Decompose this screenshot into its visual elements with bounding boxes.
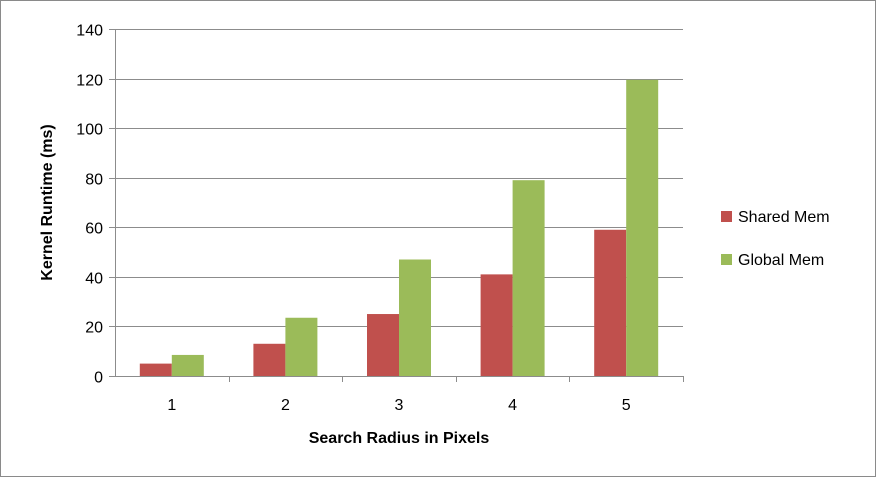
axes <box>109 29 684 382</box>
x-axis-title: Search Radius in Pixels <box>309 430 490 447</box>
x-tick-label: 3 <box>395 397 404 414</box>
bars <box>139 79 659 376</box>
y-tick-label: 60 <box>85 221 103 238</box>
bar-global-mem-5 <box>626 79 659 376</box>
y-axis-title: Kernel Runtime (ms) <box>39 124 56 280</box>
gridlines <box>115 29 683 327</box>
x-tick-label: 2 <box>281 397 290 414</box>
bar-global-mem-4 <box>512 180 545 376</box>
bar-global-mem-1 <box>171 354 204 376</box>
y-tick-label: 140 <box>76 23 103 40</box>
y-tick-label: 40 <box>85 271 103 288</box>
bar-global-mem-3 <box>399 259 431 376</box>
legend-label-shared-mem: Shared Mem <box>738 209 830 226</box>
y-tick-label: 120 <box>76 73 103 90</box>
y-tick-label: 80 <box>85 172 103 189</box>
legend-swatch-global-mem <box>721 254 732 265</box>
legend: Shared Mem Global Mem <box>721 209 830 269</box>
bar-shared-mem-4 <box>480 274 513 376</box>
x-tick-label: 4 <box>508 397 517 414</box>
y-tick-label: 0 <box>94 370 103 387</box>
y-tick-label: 20 <box>85 320 103 337</box>
x-tick-labels: 1 2 3 4 5 <box>167 397 630 414</box>
bar-shared-mem-2 <box>253 343 286 376</box>
y-tick-label: 100 <box>76 122 103 139</box>
bar-shared-mem-1 <box>139 363 172 376</box>
bar-global-mem-2 <box>285 317 318 376</box>
x-tick-label: 5 <box>622 397 631 414</box>
y-tick-labels: 0 20 40 60 80 100 120 140 <box>76 23 103 387</box>
x-tick-label: 1 <box>167 397 176 414</box>
bar-shared-mem-3 <box>367 314 399 376</box>
bar-shared-mem-5 <box>594 229 627 376</box>
legend-swatch-shared-mem <box>721 211 732 222</box>
legend-label-global-mem: Global Mem <box>738 252 824 269</box>
